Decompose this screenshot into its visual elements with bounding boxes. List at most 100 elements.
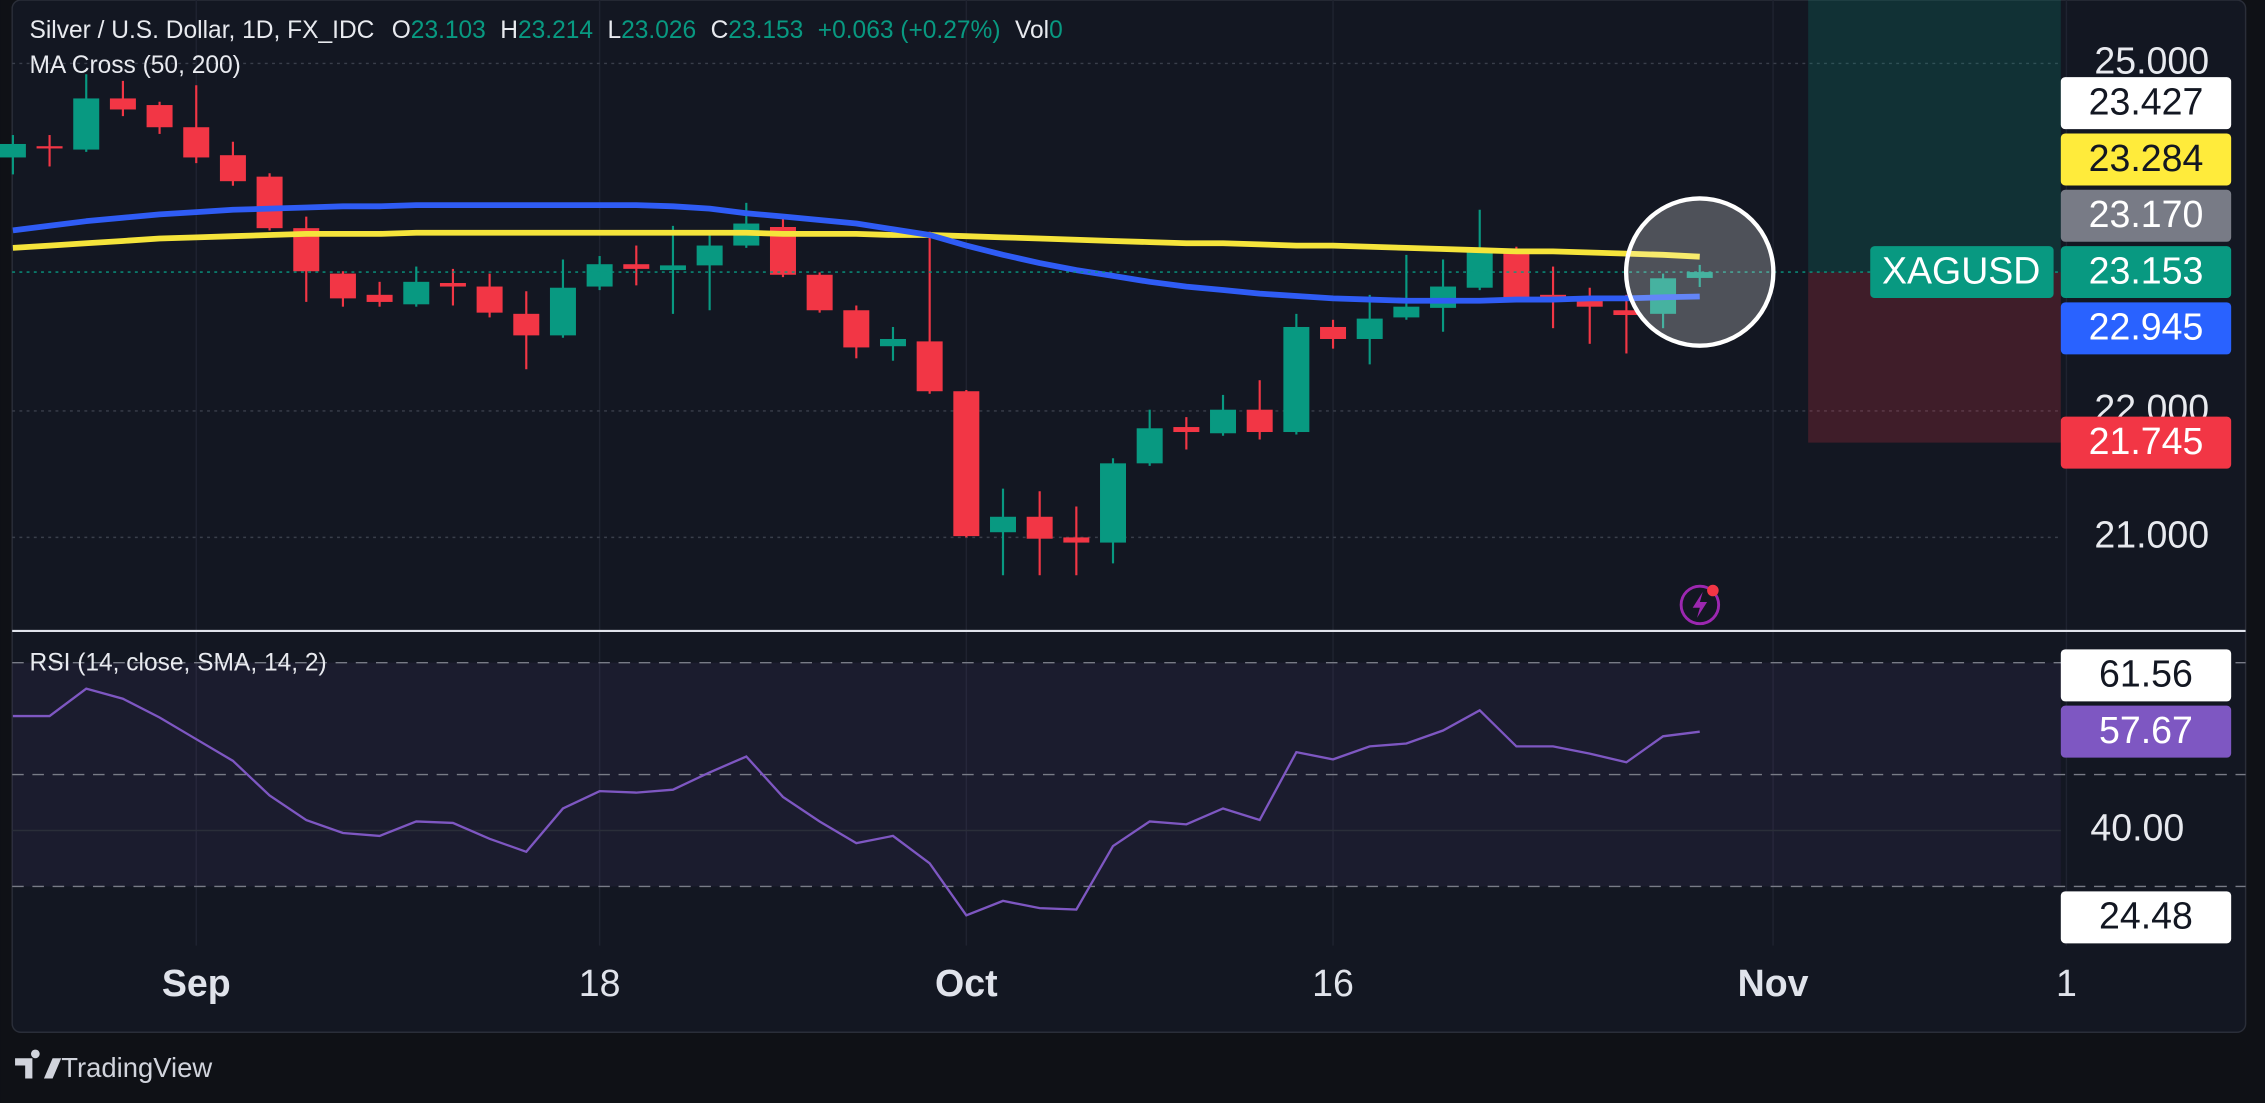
candle-body: [696, 245, 723, 266]
candle-body: [1466, 249, 1493, 288]
candle-body: [183, 127, 210, 158]
candle-body: [659, 265, 686, 271]
candle-body: [1026, 516, 1053, 539]
price-label-box: [2060, 416, 2232, 469]
ohlc-label: C: [711, 17, 729, 44]
target-zone: [1808, 0, 2061, 273]
candle-body: [1136, 428, 1163, 464]
price-label-box: [2060, 649, 2232, 702]
candle-body: [73, 98, 100, 150]
price-label-box: [2060, 302, 2232, 355]
grid-layer: [12, 0, 2246, 946]
brand-logo: [15, 1049, 62, 1079]
candle-body: [1210, 409, 1237, 434]
candle-body: [329, 273, 356, 299]
candle-body: [439, 283, 466, 287]
candle-body: [843, 310, 870, 348]
price-label-box: [2060, 246, 2232, 299]
high-value: 23.214: [518, 17, 593, 44]
candle-body: [916, 341, 943, 392]
brand-name: TradingView: [61, 1052, 212, 1083]
volume-label: Vol: [1015, 17, 1049, 44]
candle-body: [1356, 318, 1383, 339]
symbol: Silver / U.S. Dollar, 1D, FX_IDC: [29, 17, 374, 44]
candle-body: [476, 286, 503, 313]
candle-body: [1576, 299, 1603, 307]
candle-body: [1320, 326, 1347, 339]
candle-body: [36, 146, 63, 149]
candle-body: [146, 105, 173, 128]
candle-body: [806, 274, 833, 311]
price-label: 23.427: [2089, 81, 2204, 123]
price-label: 23.153: [2089, 249, 2204, 291]
candle-body: [1173, 427, 1200, 433]
price-label-box: [2060, 705, 2232, 758]
price-label: 24.48: [2099, 895, 2193, 937]
brand[interactable]: TradingView: [15, 1049, 212, 1083]
candle-body: [879, 338, 906, 347]
price-label: 23.170: [2089, 193, 2204, 235]
legend-header: Silver / U.S. Dollar, 1D, FX_IDC O23.103 H…: [29, 17, 1062, 44]
x-tick-label: 16: [1312, 962, 1354, 1004]
open-value: 23.103: [411, 17, 486, 44]
candle-body: [623, 264, 650, 269]
candle-body: [219, 155, 246, 182]
x-tick-label: Oct: [935, 962, 998, 1004]
candle-body: [1393, 306, 1420, 318]
price-label-box: [2060, 189, 2232, 242]
y-tick-label: 21.000: [2094, 513, 2209, 555]
alert-bolt: [1692, 591, 1708, 618]
moving-average-line: [12, 229, 1700, 260]
symbol-tag: XAGUSD: [1882, 249, 2040, 291]
marks-layer: [0, 74, 2061, 917]
candle-body: [109, 98, 136, 110]
candle-body: [549, 287, 576, 336]
alert-ring: [1679, 584, 1721, 626]
alert-dot: [1707, 584, 1719, 597]
stop-zone: [1808, 272, 2061, 443]
candle-body: [1613, 310, 1640, 316]
ohlc-label: L: [607, 17, 621, 44]
candle-body: [403, 281, 430, 305]
candle-body: [953, 391, 980, 537]
moving-average-line: [12, 202, 1700, 304]
ohlc-label: O: [392, 17, 411, 44]
volume-value: 0: [1049, 17, 1063, 44]
change: +0.063 (+0.27%): [818, 17, 1001, 44]
price-label: 61.56: [2099, 653, 2193, 695]
price-label: 21.745: [2089, 420, 2204, 462]
candle-body: [1503, 249, 1530, 299]
indicator-label[interactable]: MA Cross (50, 200): [29, 52, 240, 79]
x-tick-label: 18: [579, 962, 621, 1004]
candle-body: [1246, 409, 1273, 433]
candle-body: [366, 294, 393, 302]
price-label-box: [2060, 77, 2232, 130]
highlight-circle: [1623, 196, 1776, 348]
price-label: 57.67: [2099, 709, 2193, 751]
rsi-label[interactable]: RSI (14, close, SMA, 14, 2): [29, 650, 326, 677]
symbol-tag-box: [1870, 246, 2054, 299]
close-value: 23.153: [728, 17, 803, 44]
candle-body: [256, 176, 283, 229]
candle-body: [1063, 537, 1090, 543]
candle-body: [586, 264, 613, 287]
rsi-line: [12, 687, 1700, 917]
x-tick-label: Sep: [162, 962, 231, 1004]
x-tick-label: Nov: [1738, 962, 1809, 1004]
alert-icon[interactable]: [1679, 584, 1721, 626]
candle-body: [1100, 463, 1127, 543]
candle-body: [1283, 326, 1310, 433]
candle-body: [513, 313, 540, 336]
price-label-box: [2060, 133, 2232, 186]
candle-body: [1430, 286, 1457, 308]
y-tick-label: 25.000: [2094, 39, 2209, 81]
low-value: 23.026: [621, 17, 696, 44]
price-label: 23.284: [2089, 137, 2204, 179]
price-label-box: [2060, 891, 2232, 944]
candle-body: [0, 143, 26, 158]
x-tick-label: 1: [2056, 962, 2077, 1004]
y-tick-label: 40.00: [2090, 806, 2184, 848]
ohlc-label: H: [500, 17, 518, 44]
